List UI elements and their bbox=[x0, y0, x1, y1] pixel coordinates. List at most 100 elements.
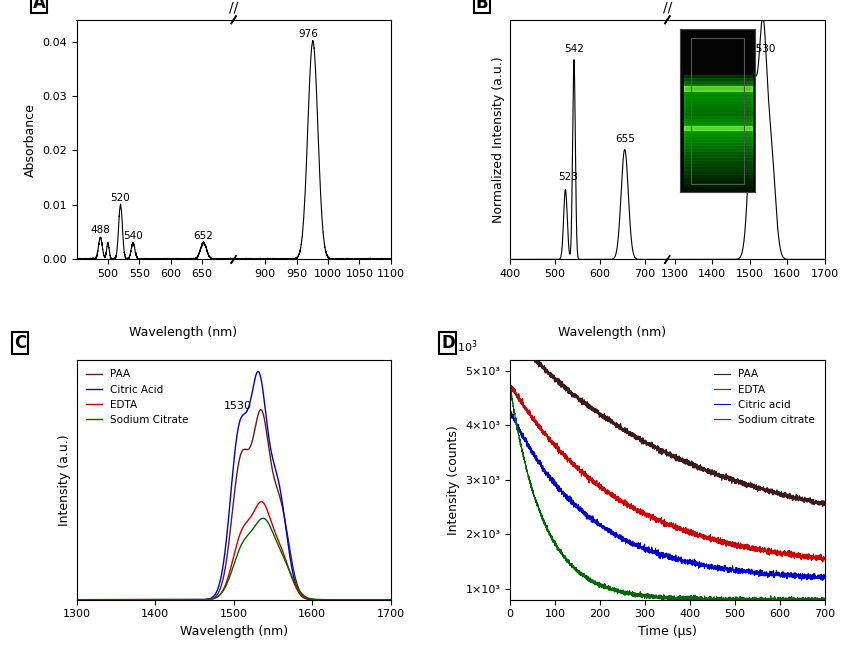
Text: 655: 655 bbox=[615, 134, 635, 144]
Citric Acid bbox=[346, 596, 356, 604]
PAA bbox=[505, 326, 515, 334]
EDTA bbox=[192, 596, 202, 604]
EDTA bbox=[206, 595, 216, 603]
PAA bbox=[541, 368, 552, 376]
PAA bbox=[506, 326, 516, 334]
Sodium citrate bbox=[819, 596, 830, 604]
Text: 652: 652 bbox=[194, 231, 213, 241]
Citric acid bbox=[505, 405, 515, 413]
Citric acid bbox=[819, 572, 830, 580]
EDTA bbox=[813, 554, 824, 561]
Legend: PAA, EDTA, Citric acid, Sodium citrate: PAA, EDTA, Citric acid, Sodium citrate bbox=[711, 365, 819, 429]
Citric acid bbox=[541, 469, 551, 477]
PAA bbox=[256, 406, 266, 414]
EDTA bbox=[380, 596, 390, 604]
Text: 523: 523 bbox=[558, 171, 578, 181]
Y-axis label: Normalized Intensity (a.u.): Normalized Intensity (a.u.) bbox=[491, 56, 505, 223]
PAA bbox=[559, 384, 570, 392]
Text: 976: 976 bbox=[298, 29, 318, 39]
PAA bbox=[380, 596, 390, 604]
Citric acid bbox=[626, 539, 636, 547]
PAA bbox=[813, 501, 824, 509]
X-axis label: Time (μs): Time (μs) bbox=[638, 625, 697, 638]
Text: //: // bbox=[229, 1, 238, 15]
PAA bbox=[206, 595, 216, 603]
Y-axis label: Intensity (counts): Intensity (counts) bbox=[447, 425, 460, 534]
EDTA bbox=[126, 596, 136, 604]
Citric Acid bbox=[107, 596, 117, 604]
PAA bbox=[639, 439, 649, 447]
Text: Wavelength (nm): Wavelength (nm) bbox=[558, 326, 666, 339]
Line: Citric acid: Citric acid bbox=[510, 409, 824, 581]
Citric Acid bbox=[380, 596, 390, 604]
Sodium citrate bbox=[626, 590, 636, 598]
Sodium Citrate bbox=[71, 596, 82, 604]
Line: PAA: PAA bbox=[76, 410, 391, 600]
Text: B: B bbox=[476, 0, 488, 12]
Sodium citrate bbox=[779, 596, 790, 604]
PAA bbox=[346, 596, 356, 604]
PAA bbox=[626, 432, 636, 440]
PAA bbox=[71, 596, 82, 604]
Citric Acid bbox=[71, 596, 82, 604]
EDTA bbox=[256, 498, 266, 505]
EDTA bbox=[819, 554, 830, 562]
Sodium citrate bbox=[813, 596, 824, 604]
Line: EDTA: EDTA bbox=[76, 501, 391, 600]
PAA bbox=[107, 596, 117, 604]
EDTA bbox=[107, 596, 117, 604]
Sodium citrate bbox=[639, 590, 649, 598]
Sodium Citrate bbox=[386, 596, 396, 604]
Text: A: A bbox=[32, 0, 45, 12]
Text: D: D bbox=[441, 334, 455, 352]
Text: 488: 488 bbox=[90, 225, 110, 235]
Line: Citric Acid: Citric Acid bbox=[76, 372, 391, 600]
Sodium Citrate bbox=[126, 596, 136, 604]
EDTA bbox=[386, 596, 396, 604]
Y-axis label: Intensity (a.u.): Intensity (a.u.) bbox=[58, 434, 71, 526]
Sodium citrate bbox=[505, 382, 515, 389]
Sodium Citrate bbox=[192, 596, 202, 604]
PAA bbox=[819, 500, 830, 508]
Text: 520: 520 bbox=[110, 192, 130, 202]
Citric acid bbox=[559, 489, 570, 497]
Sodium citrate bbox=[541, 522, 551, 530]
Citric acid bbox=[813, 573, 824, 581]
Sodium Citrate bbox=[380, 596, 390, 604]
Text: $5{\times}10^3$: $5{\times}10^3$ bbox=[441, 339, 479, 355]
EDTA bbox=[818, 558, 828, 566]
PAA bbox=[386, 596, 396, 604]
EDTA bbox=[346, 596, 356, 604]
Sodium citrate bbox=[559, 552, 570, 560]
EDTA bbox=[541, 431, 551, 439]
Citric Acid bbox=[192, 596, 202, 604]
Sodium Citrate bbox=[206, 595, 216, 603]
Line: Sodium citrate: Sodium citrate bbox=[510, 386, 824, 604]
Text: 542: 542 bbox=[564, 43, 584, 54]
PAA bbox=[192, 596, 202, 604]
Text: 1530: 1530 bbox=[750, 43, 776, 54]
EDTA bbox=[505, 378, 515, 386]
Sodium Citrate bbox=[258, 514, 268, 522]
Sodium Citrate bbox=[346, 596, 356, 604]
EDTA bbox=[779, 549, 790, 557]
Text: 540: 540 bbox=[123, 231, 143, 241]
Sodium Citrate bbox=[107, 596, 117, 604]
Y-axis label: Absorbance: Absorbance bbox=[24, 103, 37, 177]
X-axis label: Wavelength (nm): Wavelength (nm) bbox=[179, 625, 287, 638]
PAA bbox=[779, 493, 790, 501]
Text: C: C bbox=[14, 334, 26, 352]
Citric Acid bbox=[253, 368, 264, 376]
Text: 1530: 1530 bbox=[224, 401, 252, 411]
EDTA bbox=[71, 596, 82, 604]
Text: //: // bbox=[663, 1, 672, 15]
EDTA bbox=[639, 510, 649, 518]
Citric Acid bbox=[386, 596, 396, 604]
Citric acid bbox=[818, 577, 828, 585]
PAA bbox=[818, 502, 828, 510]
EDTA bbox=[559, 451, 570, 459]
Line: Sodium Citrate: Sodium Citrate bbox=[76, 518, 391, 600]
Citric acid bbox=[639, 544, 649, 552]
Sodium citrate bbox=[744, 600, 754, 608]
Text: Wavelength (nm): Wavelength (nm) bbox=[128, 326, 237, 339]
